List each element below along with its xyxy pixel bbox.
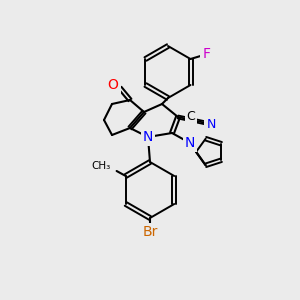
Text: Br: Br bbox=[142, 225, 158, 239]
Text: F: F bbox=[202, 47, 211, 61]
Text: C: C bbox=[187, 110, 195, 124]
Text: N: N bbox=[143, 130, 153, 144]
Text: N: N bbox=[206, 118, 216, 131]
Text: N: N bbox=[185, 136, 195, 150]
Text: O: O bbox=[108, 78, 118, 92]
Text: CH₃: CH₃ bbox=[92, 161, 111, 171]
